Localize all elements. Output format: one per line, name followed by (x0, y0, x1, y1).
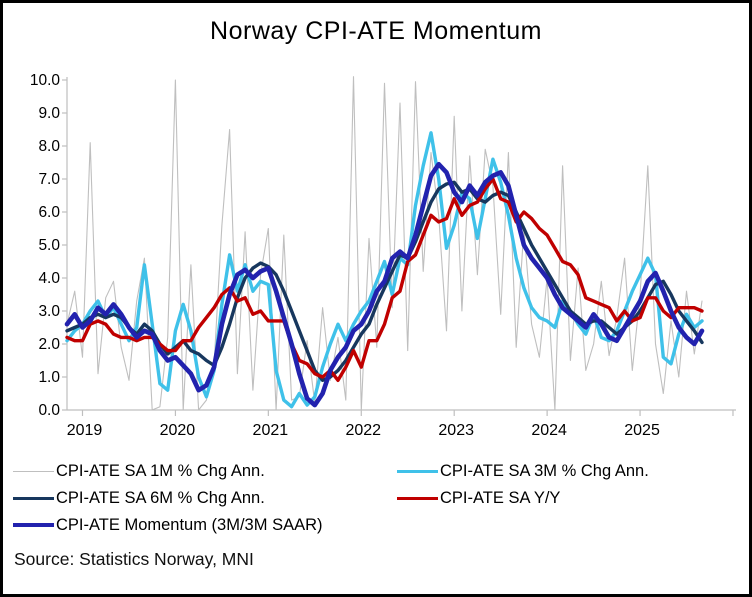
line-swatch-6m-icon (13, 496, 54, 500)
svg-text:2023: 2023 (438, 422, 474, 439)
svg-text:2019: 2019 (67, 422, 103, 439)
svg-text:10.0: 10.0 (30, 72, 61, 89)
line-swatch-3m-icon (397, 469, 438, 473)
svg-text:2022: 2022 (345, 422, 381, 439)
svg-text:2021: 2021 (253, 422, 289, 439)
chart-legend: CPI-ATE SA 1M % Chg Ann. CPI-ATE SA 3M %… (13, 461, 739, 535)
legend-item-3m: CPI-ATE SA 3M % Chg Ann. (397, 461, 739, 481)
svg-text:7.0: 7.0 (38, 171, 60, 188)
legend-label-yy: CPI-ATE SA Y/Y (440, 488, 561, 507)
svg-text:2024: 2024 (531, 422, 567, 439)
svg-text:8.0: 8.0 (38, 138, 60, 155)
legend-label-1m: CPI-ATE SA 1M % Chg Ann. (56, 461, 265, 480)
svg-text:2020: 2020 (160, 422, 196, 439)
legend-item-yy: CPI-ATE SA Y/Y (397, 488, 739, 508)
chart-title: Norway CPI-ATE Momentum (210, 17, 542, 45)
legend-label-momentum: CPI-ATE Momentum (3M/3M SAAR) (56, 515, 323, 534)
svg-text:9.0: 9.0 (38, 105, 60, 122)
legend-item-momentum: CPI-ATE Momentum (3M/3M SAAR) (13, 515, 397, 535)
svg-text:2025: 2025 (624, 422, 660, 439)
svg-text:5.0: 5.0 (38, 237, 60, 254)
svg-text:4.0: 4.0 (38, 270, 60, 287)
svg-text:2.0: 2.0 (38, 336, 60, 353)
line-swatch-momentum-icon (13, 523, 54, 527)
line-swatch-yy-icon (397, 496, 438, 500)
svg-text:6.0: 6.0 (38, 204, 60, 221)
svg-text:0.0: 0.0 (38, 402, 60, 419)
line-swatch-1m-icon (13, 470, 54, 472)
legend-label-6m: CPI-ATE SA 6M % Chg Ann. (56, 488, 265, 507)
svg-text:1.0: 1.0 (38, 369, 60, 386)
source-note: Source: Statistics Norway, MNI (14, 549, 254, 569)
legend-label-3m: CPI-ATE SA 3M % Chg Ann. (440, 461, 649, 480)
momentum-line-chart: 0.0 1.0 2.0 3.0 4.0 5.0 6.0 7.0 8.0 9.0 10.0 2019 20… (30, 72, 736, 439)
legend-item-1m: CPI-ATE SA 1M % Chg Ann. (13, 461, 397, 481)
svg-text:3.0: 3.0 (38, 303, 60, 320)
legend-item-6m: CPI-ATE SA 6M % Chg Ann. (13, 488, 397, 508)
